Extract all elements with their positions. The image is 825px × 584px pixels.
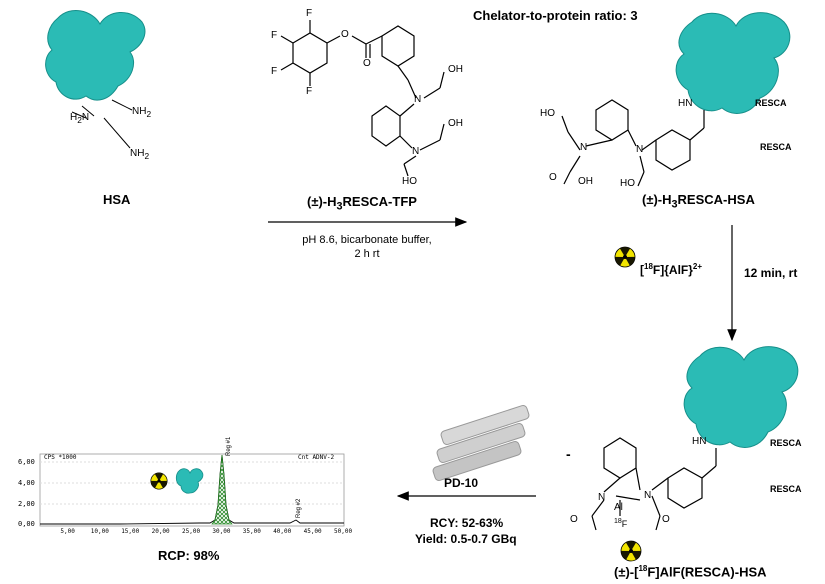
chrom-xtick: 5,00 [60,528,75,535]
resca-tag-1: RESCA [755,98,787,108]
amine-label-2: NH2 [132,106,152,119]
condition-line-1: pH 8.6, bicarbonate buffer, [302,234,432,246]
chrom-channel: Cnt ADNV-2 [298,454,335,461]
tfp-name: (±)-H3RESCA-TFP [307,194,417,213]
hsa-label: HSA [103,192,131,207]
protein-hsa-left [45,9,146,101]
alf-complex-structure [591,437,717,531]
chrom-xtick: 45,00 [303,528,322,535]
atom-n-2: N [412,146,420,157]
minus-label: - [566,446,571,462]
atom-f-1: F [271,30,278,41]
atom-o-carbonyl: O [363,58,371,69]
atom-f-3: F [271,66,278,77]
radiation-icon-chrom [150,472,168,490]
resca-hsa-structure [561,99,705,187]
chrom-xtick: 30,00 [212,528,231,535]
atom-o-r: O [549,172,557,183]
resca-hsa-name: (±)-H3RESCA-HSA [642,192,755,211]
reaction-time-label: 12 min, rt [744,266,798,280]
protein-hsa-top-right [675,12,791,114]
protein-hsa-bottom-right [683,346,799,448]
atom-oh-r1: OH [578,176,593,187]
atom-f-2: F [306,8,313,19]
atom-f-4: F [306,86,313,97]
chrom-xtick: 15,00 [121,528,140,535]
chrom-xtick: 35,00 [242,528,261,535]
pd10-columns [432,404,530,482]
chrom-xtick: 20,00 [151,528,170,535]
atom-n-4: N [636,144,644,155]
atom-ho: HO [402,176,417,187]
hn-label-1: HN [678,98,693,109]
chrom-ytick-3: 0,00 [18,520,35,528]
atom-o-f1: O [570,514,578,525]
atom-o-f2: O [662,514,670,525]
chrom-xtick: 40,00 [273,528,292,535]
protein-icon-chrom [172,466,206,496]
resca-tag-2: RESCA [760,142,792,152]
atom-oh-1: OH [448,64,463,75]
resca-tag-3: RESCA [770,438,802,448]
atom-al: Al [614,502,623,513]
chrom-ytick-1: 4,00 [18,479,35,487]
chrom-xtick: 10,00 [90,528,109,535]
chelator-ratio-label: Chelator-to-protein ratio: 3 [473,8,638,23]
alf-reagent-label: [18F]{AlF}2+ [640,262,703,277]
condition-line-2: 2 h rt [354,248,380,260]
atom-n-5: N [598,492,606,503]
rcp-label: RCP: 98% [158,548,220,563]
radiation-icon-product [620,540,642,562]
tfp-structure [280,20,445,177]
final-product-name: (±)-[18F]AlF(RESCA)-HSA [614,564,767,580]
chrom-ytick-2: 2,00 [18,500,35,508]
atom-n-6: N [644,490,652,501]
pd10-label: PD-10 [444,476,479,490]
amine-label-3: NH2 [130,148,150,161]
amine-label-1: H2N [70,112,90,125]
atom-ho-2: HO [540,108,555,119]
atom-n-1: N [414,94,422,105]
atom-ho-r2: HO [620,178,635,189]
hn-label-2: HN [692,436,707,447]
atom-o-ester: O [341,29,349,40]
chromatogram-peak-fill [211,454,233,525]
chrom-peak-label-1: Reg #1 [226,436,232,456]
chrom-xtick: 25,00 [182,528,201,535]
atom-n-3: N [580,142,588,153]
chrom-ytick-0: 6,00 [18,458,35,466]
rcy-label: RCY: 52-63% [430,516,504,530]
atom-oh-2: OH [448,118,463,129]
chrom-xtick: 50,00 [334,528,353,535]
chrom-peak-label-2: Reg #2 [296,498,302,518]
chrom-ylabel: CPS *1000 [44,454,77,461]
yield-label: Yield: 0.5-0.7 GBq [415,532,517,546]
radiation-icon-reagent [614,246,636,268]
resca-tag-4: RESCA [770,484,802,494]
atom-18f: 18F [614,518,628,529]
